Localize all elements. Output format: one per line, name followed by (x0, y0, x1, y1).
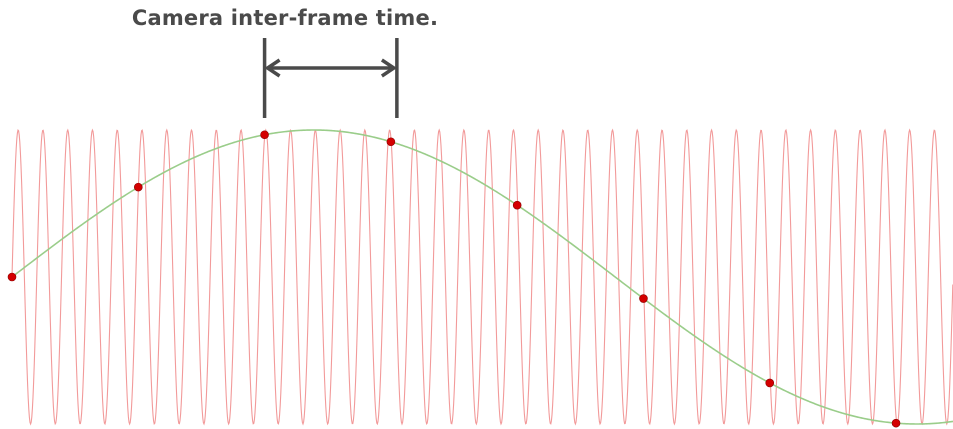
sample-point (639, 294, 648, 303)
inter-frame-time-label: Camera inter-frame time. (131, 6, 439, 30)
sample-point (891, 418, 901, 428)
aliased-line (11, 129, 953, 425)
sample-point (260, 130, 269, 140)
sample-point (7, 272, 17, 282)
sample-point (765, 378, 775, 388)
sample-point (133, 182, 143, 192)
sample-point (512, 200, 522, 210)
inter-frame-bracket (262, 38, 399, 118)
aliased-wave (11, 129, 953, 425)
sample-points (7, 130, 901, 428)
left-arrowhead (264, 58, 281, 78)
right-arrowhead (380, 58, 398, 78)
signal-line (11, 128, 953, 426)
high-frequency-signal (11, 128, 953, 426)
sample-point (386, 137, 396, 147)
